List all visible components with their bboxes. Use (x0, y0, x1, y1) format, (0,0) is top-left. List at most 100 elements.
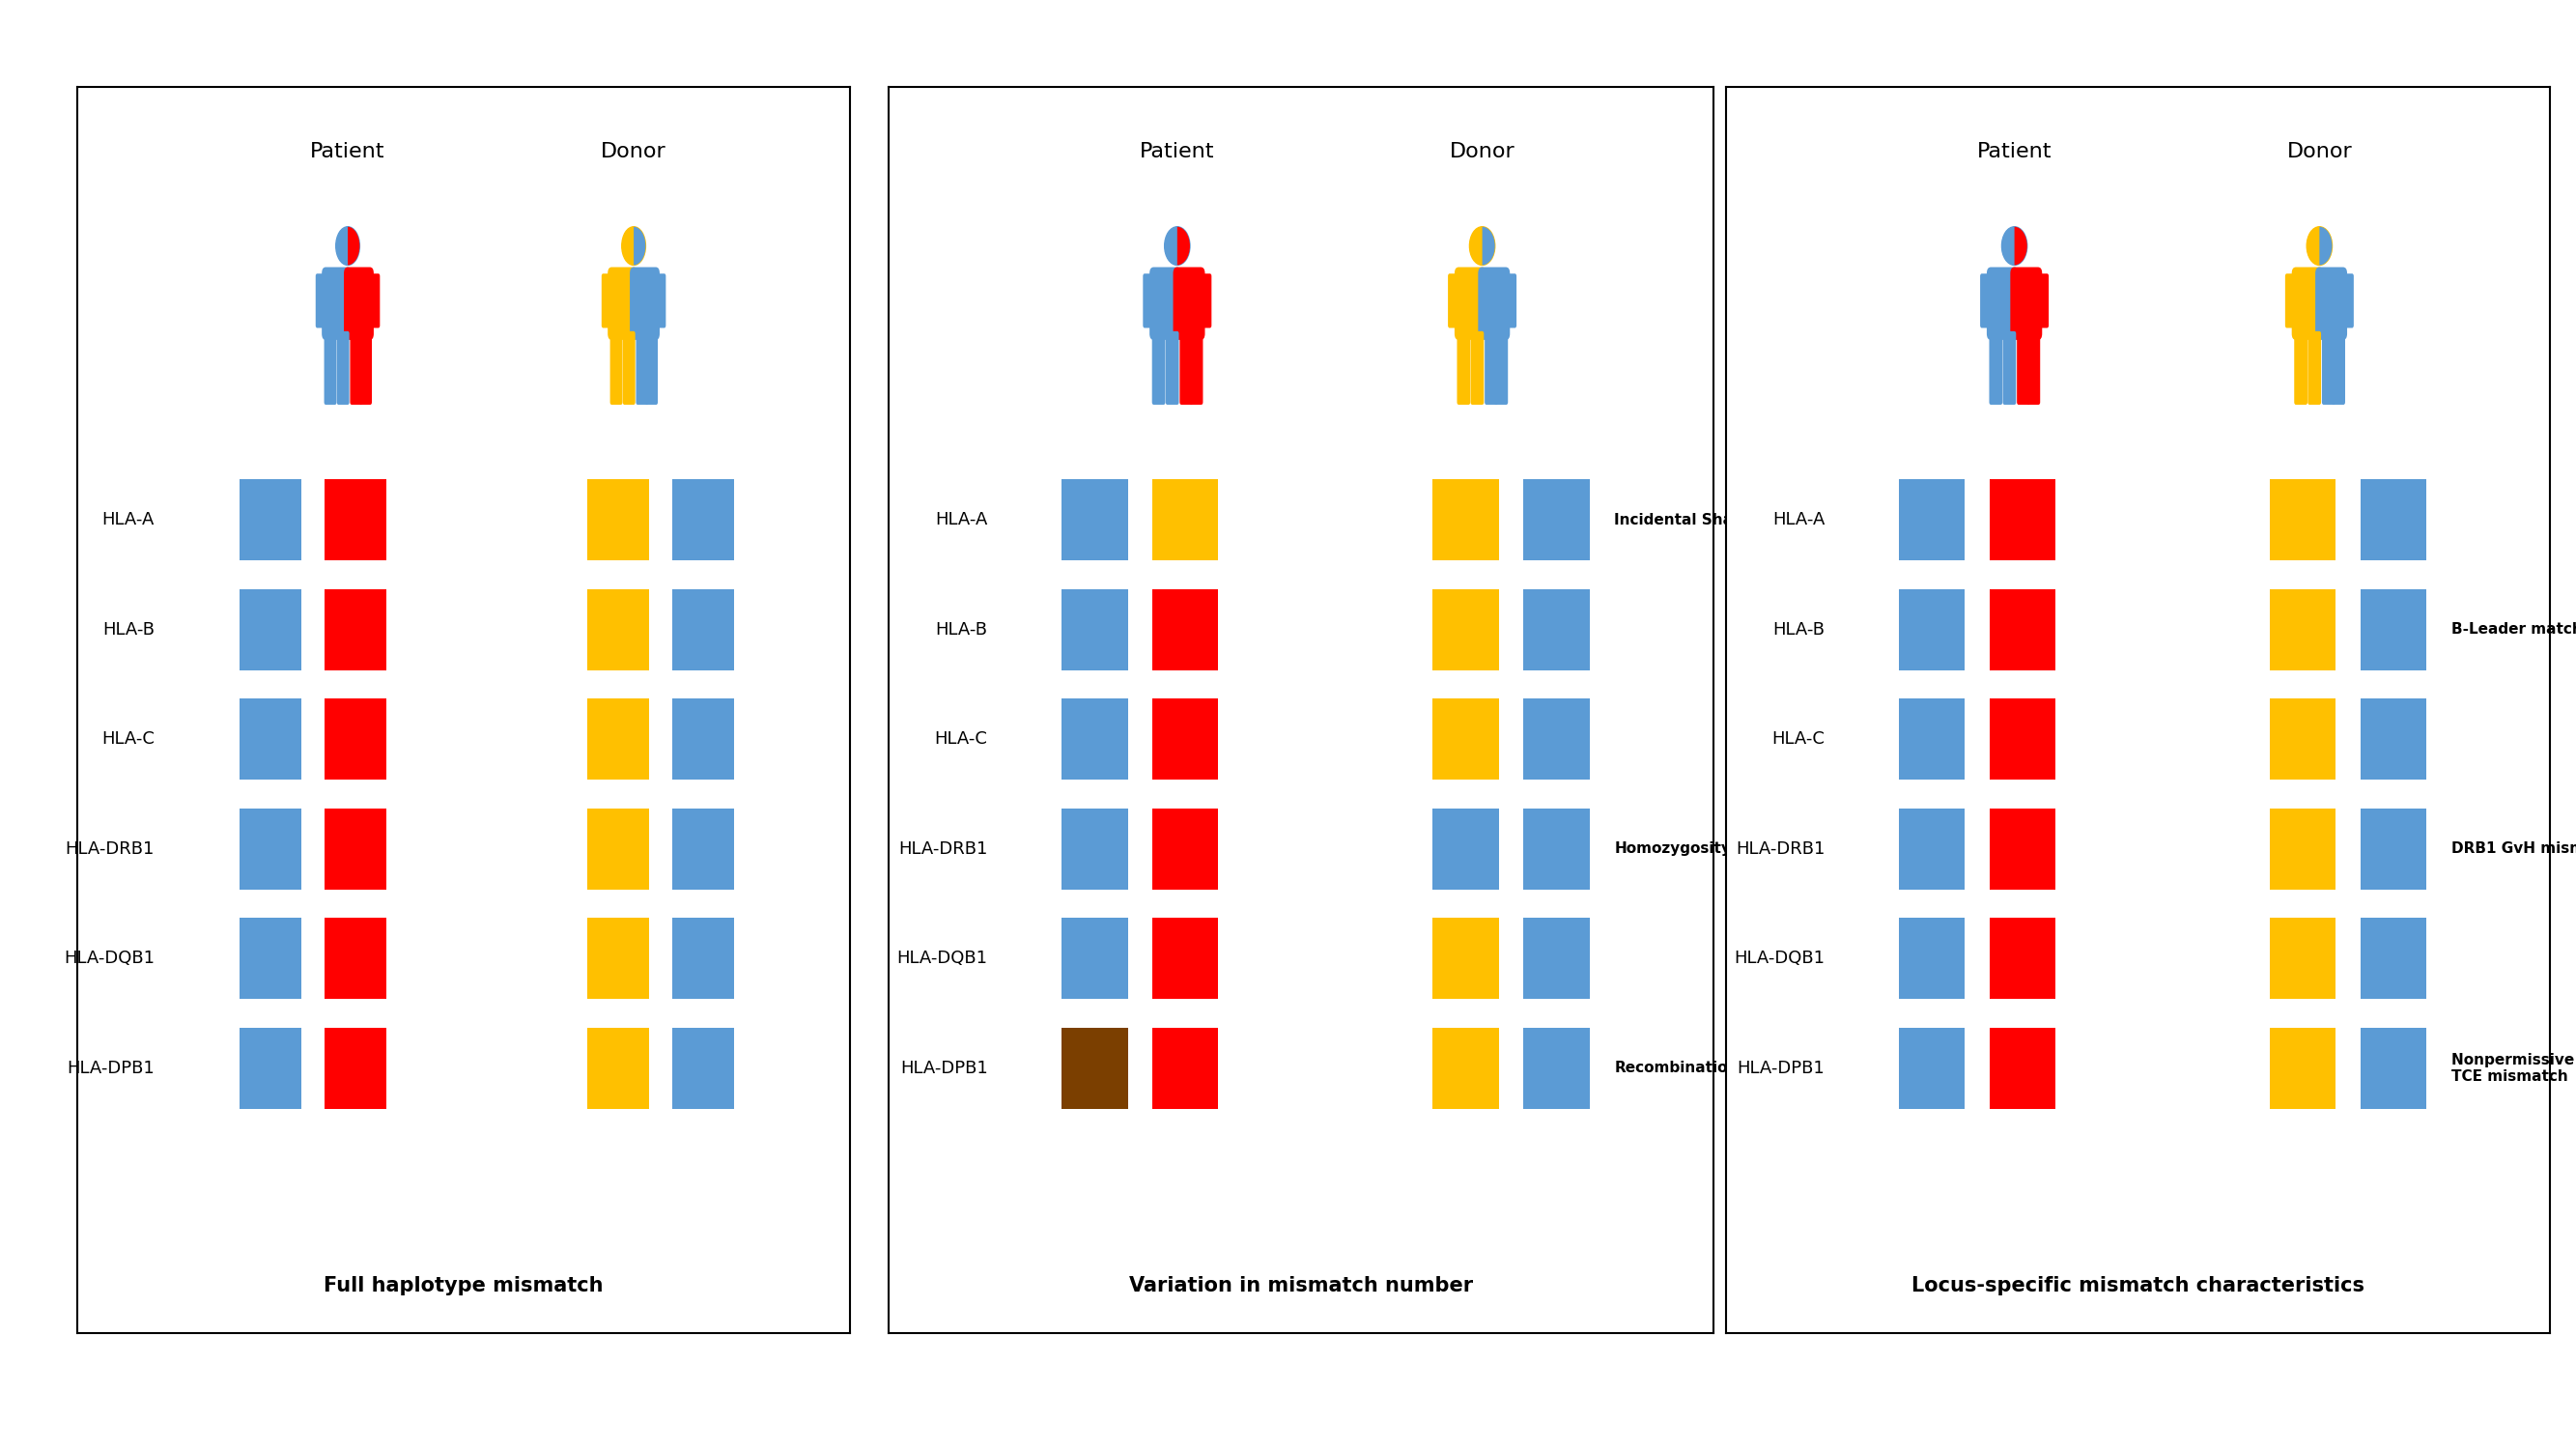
FancyBboxPatch shape (2295, 332, 2308, 404)
Wedge shape (1481, 226, 1494, 265)
Bar (325, 919, 386, 1000)
Circle shape (621, 226, 647, 265)
Text: Nonpermissive DPB1
TCE mismatch: Nonpermissive DPB1 TCE mismatch (2452, 1052, 2576, 1084)
Text: HLA-A: HLA-A (1772, 511, 1824, 529)
FancyBboxPatch shape (368, 274, 379, 327)
Wedge shape (2318, 226, 2331, 265)
FancyBboxPatch shape (325, 332, 337, 404)
Bar (2269, 480, 2336, 561)
FancyBboxPatch shape (2342, 274, 2354, 327)
Bar (1522, 590, 1589, 669)
Bar (325, 1027, 386, 1108)
Text: HLA-C: HLA-C (100, 730, 155, 748)
FancyBboxPatch shape (1986, 267, 2020, 341)
Bar (2360, 480, 2427, 561)
Bar (240, 809, 301, 890)
Text: HLA-A: HLA-A (103, 511, 155, 529)
Bar (1151, 698, 1218, 780)
Bar (325, 590, 386, 669)
Text: Homozygosity: Homozygosity (1615, 842, 1731, 856)
Bar (2360, 698, 2427, 780)
Wedge shape (335, 226, 348, 265)
FancyBboxPatch shape (1144, 274, 1154, 327)
Bar (325, 809, 386, 890)
FancyBboxPatch shape (647, 332, 657, 404)
Bar (1989, 590, 2056, 669)
Bar (672, 919, 734, 1000)
Bar (587, 480, 649, 561)
FancyBboxPatch shape (337, 332, 350, 404)
Text: Full haplotype mismatch: Full haplotype mismatch (325, 1277, 603, 1295)
FancyBboxPatch shape (1989, 332, 2002, 404)
FancyBboxPatch shape (2017, 332, 2030, 404)
Bar (240, 698, 301, 780)
Bar (1061, 698, 1128, 780)
Text: Donor: Donor (2287, 142, 2352, 162)
Bar (1899, 698, 1965, 780)
Circle shape (2002, 226, 2027, 265)
Text: HLA-DQB1: HLA-DQB1 (64, 951, 155, 968)
Wedge shape (348, 226, 361, 265)
FancyBboxPatch shape (322, 267, 350, 341)
FancyBboxPatch shape (623, 332, 636, 404)
FancyBboxPatch shape (2009, 267, 2043, 341)
Bar (2360, 919, 2427, 1000)
Bar (1989, 809, 2056, 890)
FancyBboxPatch shape (1504, 274, 1517, 327)
Text: Donor: Donor (1450, 142, 1515, 162)
Bar (1522, 480, 1589, 561)
FancyBboxPatch shape (1471, 332, 1484, 404)
FancyBboxPatch shape (629, 267, 659, 341)
Bar (587, 590, 649, 669)
Bar (240, 919, 301, 1000)
FancyBboxPatch shape (2285, 274, 2298, 327)
Bar (587, 919, 649, 1000)
Text: Variation in mismatch number: Variation in mismatch number (1128, 1277, 1473, 1295)
Text: DRB1 GvH mismatch: DRB1 GvH mismatch (2452, 842, 2576, 856)
Bar (1061, 919, 1128, 1000)
Bar (1061, 590, 1128, 669)
FancyBboxPatch shape (1448, 274, 1461, 327)
FancyBboxPatch shape (1484, 332, 1499, 404)
Text: HLA-DRB1: HLA-DRB1 (1736, 840, 1824, 858)
FancyBboxPatch shape (1981, 274, 1991, 327)
Text: HLA-B: HLA-B (103, 622, 155, 639)
Text: Patient: Patient (309, 142, 386, 162)
Bar (1989, 480, 2056, 561)
FancyBboxPatch shape (343, 267, 374, 341)
Bar (1899, 590, 1965, 669)
Text: HLA-B: HLA-B (935, 622, 987, 639)
Text: HLA-A: HLA-A (935, 511, 987, 529)
Bar (1151, 919, 1218, 1000)
Bar (2269, 590, 2336, 669)
Bar (2360, 1027, 2427, 1108)
FancyBboxPatch shape (1458, 332, 1471, 404)
Text: B-Leader match: B-Leader match (2452, 623, 2576, 638)
Bar (1432, 1027, 1499, 1108)
FancyBboxPatch shape (1172, 267, 1206, 341)
Bar (1522, 919, 1589, 1000)
Circle shape (1468, 226, 1494, 265)
Wedge shape (1177, 226, 1190, 265)
FancyBboxPatch shape (1190, 332, 1203, 404)
Bar (672, 1027, 734, 1108)
Bar (1899, 809, 1965, 890)
Bar (587, 809, 649, 890)
FancyBboxPatch shape (611, 332, 623, 404)
Bar (1151, 809, 1218, 890)
Text: HLA-B: HLA-B (1772, 622, 1824, 639)
Wedge shape (621, 226, 634, 265)
Bar (240, 590, 301, 669)
Bar (672, 809, 734, 890)
Text: Donor: Donor (600, 142, 667, 162)
FancyBboxPatch shape (350, 332, 363, 404)
FancyBboxPatch shape (636, 332, 649, 404)
FancyBboxPatch shape (2308, 332, 2321, 404)
Bar (1432, 590, 1499, 669)
FancyBboxPatch shape (1180, 332, 1193, 404)
Bar (672, 698, 734, 780)
FancyBboxPatch shape (361, 332, 371, 404)
Bar (1151, 480, 1218, 561)
Text: HLA-C: HLA-C (935, 730, 987, 748)
Bar (1061, 480, 1128, 561)
